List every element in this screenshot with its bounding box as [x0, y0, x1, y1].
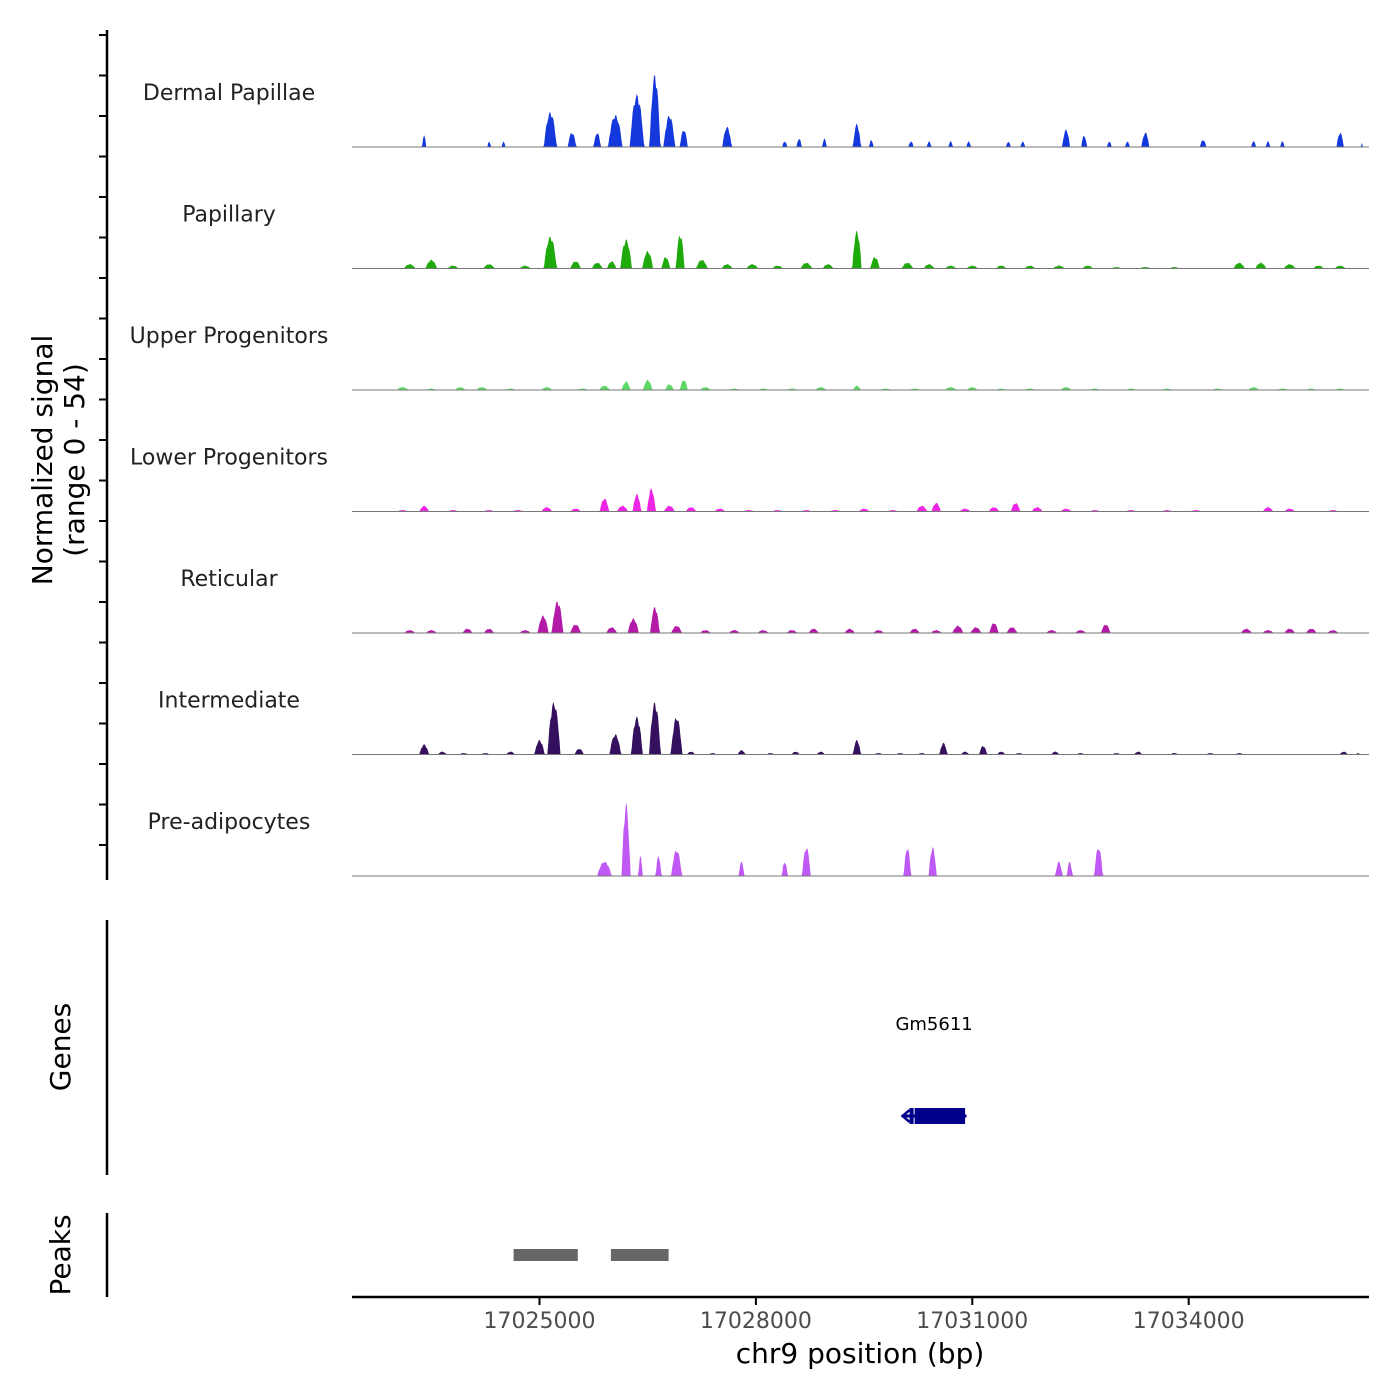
track-pre-adipocytes: Pre-adipocytes	[148, 803, 1369, 877]
x-tick-label: 17028000	[700, 1309, 812, 1334]
x-axis-label: chr9 position (bp)	[736, 1337, 985, 1370]
genes-panel: Gm5611	[895, 1014, 973, 1124]
signal-area	[352, 75, 1369, 147]
track-label: Dermal Papillae	[143, 81, 315, 106]
gene-exon	[914, 1108, 966, 1124]
peaks-panel-label: Peaks	[44, 1214, 77, 1295]
x-tick-label: 17034000	[1133, 1309, 1245, 1334]
x-axis-ticks: 17025000 17028000 17031000 17034000	[484, 1297, 1245, 1334]
y-axis-label-line1: Normalized signal	[26, 335, 59, 586]
peak-region	[513, 1249, 578, 1261]
x-tick-label: 17025000	[484, 1309, 596, 1334]
gene-exon	[909, 1108, 914, 1124]
track-label: Papillary	[182, 203, 276, 228]
gene-label: Gm5611	[895, 1014, 972, 1035]
signal-area	[352, 701, 1369, 755]
track-label: Lower Progenitors	[130, 446, 328, 471]
strand-arrow	[900, 1109, 911, 1123]
signal-area	[352, 803, 1369, 876]
coverage-tracks: Dermal Papillae Papillary Upper Progenitor…	[130, 75, 1369, 877]
peak-region	[610, 1249, 669, 1261]
track-papillary: Papillary	[182, 203, 1369, 269]
track-upper-progenitors: Upper Progenitors	[130, 324, 1369, 391]
coverage-y-axis-ticks	[99, 34, 107, 846]
gene-gm5611: Gm5611	[895, 1014, 973, 1124]
signal-area	[352, 230, 1369, 269]
peaks-panel	[513, 1249, 669, 1261]
x-tick-label: 17031000	[916, 1309, 1028, 1334]
signal-area	[352, 379, 1369, 390]
y-axis-label-line2: (range 0 - 54)	[58, 363, 91, 557]
track-label: Upper Progenitors	[130, 324, 329, 349]
track-intermediate: Intermediate	[158, 689, 1369, 755]
signal-area	[352, 488, 1369, 512]
track-label: Intermediate	[158, 689, 300, 714]
track-label: Reticular	[180, 567, 278, 592]
track-lower-progenitors: Lower Progenitors	[130, 446, 1369, 512]
signal-area	[352, 601, 1369, 633]
track-reticular: Reticular	[180, 567, 1369, 634]
track-dermal-papillae: Dermal Papillae	[143, 75, 1369, 148]
genes-panel-label: Genes	[44, 1003, 77, 1091]
track-label: Pre-adipocytes	[148, 810, 311, 835]
